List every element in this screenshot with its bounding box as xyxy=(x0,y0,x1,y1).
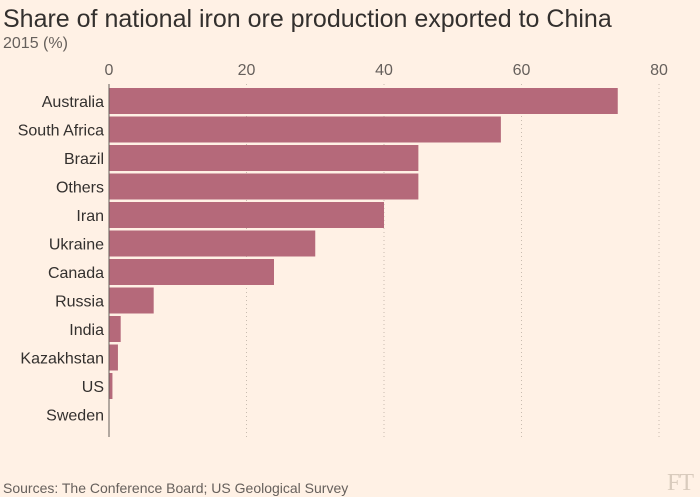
bar-others xyxy=(109,173,419,200)
bars xyxy=(109,88,618,399)
category-label-sweden: Sweden xyxy=(46,408,104,425)
ft-logo: FT xyxy=(667,470,694,496)
bar-canada xyxy=(109,259,274,285)
x-axis-ticks: 0 20 40 60 80 xyxy=(105,62,668,79)
category-label-us: US xyxy=(82,379,104,396)
bar-iran xyxy=(109,202,384,228)
category-label-canada: Canada xyxy=(48,265,104,282)
category-label-kazakhstan: Kazakhstan xyxy=(20,351,104,368)
bar-kazakhstan xyxy=(109,344,118,371)
bar-ukraine xyxy=(109,230,316,257)
category-label-south-africa: South Africa xyxy=(18,123,104,140)
source-note: Sources: The Conference Board; US Geolog… xyxy=(3,480,349,496)
bar-brazil xyxy=(109,145,419,171)
x-tick-label-80: 80 xyxy=(650,62,668,79)
category-label-ukraine: Ukraine xyxy=(49,237,104,254)
chart-subtitle: 2015 (%) xyxy=(3,35,68,52)
bar-australia xyxy=(109,88,618,114)
category-label-others: Others xyxy=(56,180,104,197)
category-label-russia: Russia xyxy=(55,294,104,311)
bar-south-africa xyxy=(109,116,501,143)
category-label-brazil: Brazil xyxy=(64,151,104,168)
bar-india xyxy=(109,316,121,342)
bar-russia xyxy=(109,287,154,314)
bar-us xyxy=(109,373,113,399)
x-tick-label-40: 40 xyxy=(375,62,393,79)
x-tick-label-60: 60 xyxy=(513,62,531,79)
chart-title: Share of national iron ore production ex… xyxy=(3,5,612,33)
category-labels: Australia South Africa Brazil Others Iran Ukr… xyxy=(18,94,104,425)
x-tick-label-20: 20 xyxy=(238,62,256,79)
category-label-india: India xyxy=(69,322,104,339)
category-label-iran: Iran xyxy=(76,208,104,225)
category-label-australia: Australia xyxy=(42,94,104,111)
x-tick-label-0: 0 xyxy=(105,62,114,79)
